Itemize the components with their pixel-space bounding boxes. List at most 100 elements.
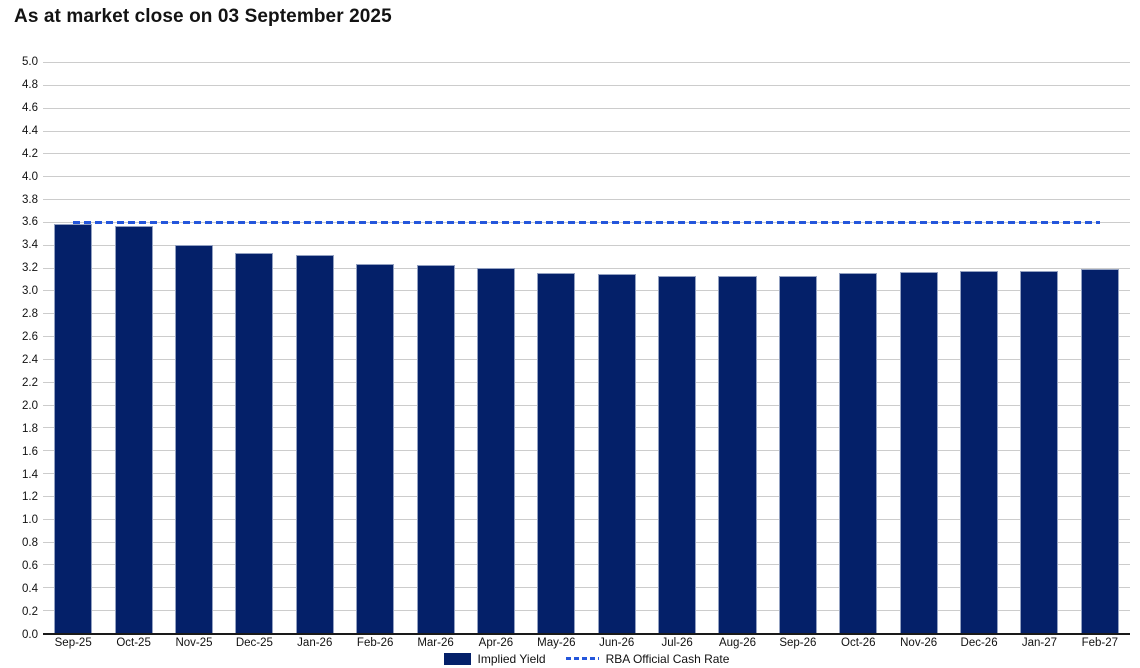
y-tick-label-1.8: 1.8: [22, 422, 38, 435]
legend-item-implied-yield: Implied Yield: [443, 651, 546, 666]
bar-slot-Mar-26: [405, 62, 465, 633]
bar-slot-Jun-26: [587, 62, 647, 633]
bar-Jan-27: [1020, 271, 1059, 633]
bar-Dec-26: [960, 271, 999, 633]
bar-slot-Oct-25: [103, 62, 163, 633]
gridline-1.4: [43, 473, 1130, 475]
bar-slot-Jan-26: [285, 62, 345, 633]
x-tick-label-Nov-25: Nov-25: [175, 637, 213, 649]
bar-slot-Oct-26: [828, 62, 888, 633]
bar-Sep-25: [54, 224, 93, 633]
x-tick-label-Jan-26: Jan-26: [297, 637, 333, 649]
y-tick-label-1.6: 1.6: [22, 445, 38, 458]
y-tick-label-0.0: 0.0: [22, 629, 38, 641]
bar-slot-May-26: [526, 62, 586, 633]
x-tick-label-Mar-26: Mar-26: [417, 637, 454, 649]
gridline-4.6: [43, 107, 1130, 109]
y-tick-label-5.0: 5.0: [22, 56, 38, 68]
bar-Oct-25: [114, 226, 153, 633]
bar-slot-Jan-27: [1009, 62, 1069, 633]
gridline-3.2: [43, 267, 1130, 269]
y-tick-label-0.6: 0.6: [22, 560, 38, 573]
legend: Implied Yield RBA Official Cash Rate: [43, 650, 1130, 667]
implied-yield-bar-series: [43, 62, 1130, 633]
rba-dashed-line-icon: [565, 657, 599, 660]
y-tick-label-4.8: 4.8: [22, 78, 38, 91]
chart-title: As at market close on 03 September 2025: [14, 6, 392, 27]
gridline-2.0: [43, 404, 1130, 406]
gridline-2.8: [43, 313, 1130, 315]
gridline-1.6: [43, 450, 1130, 452]
gridline-0.2: [43, 610, 1130, 612]
gridline-3.8: [43, 199, 1130, 201]
bar-Jul-26: [658, 275, 697, 633]
y-tick-label-3.2: 3.2: [22, 262, 38, 275]
x-tick-label-Jan-27: Jan-27: [1021, 637, 1058, 649]
gridline-0.4: [43, 587, 1130, 589]
gridline-2.4: [43, 358, 1130, 360]
y-tick-label-4.0: 4.0: [22, 170, 38, 183]
y-tick-label-0.2: 0.2: [22, 606, 38, 619]
gridline-1.2: [43, 495, 1130, 497]
gridline-1.0: [43, 518, 1130, 520]
gridline-3.0: [43, 290, 1130, 292]
bar-slot-Aug-26: [707, 62, 767, 633]
bar-slot-Jul-26: [647, 62, 707, 633]
bar-slot-Feb-27: [1070, 62, 1130, 633]
x-tick-label-Feb-27: Feb-27: [1081, 637, 1119, 649]
x-tick-label-May-26: May-26: [537, 637, 576, 649]
gridline-2.2: [43, 381, 1130, 383]
x-tick-label-Oct-25: Oct-25: [116, 637, 151, 649]
gridline-4.0: [43, 176, 1130, 178]
y-tick-label-4.2: 4.2: [22, 147, 38, 160]
bar-Oct-26: [839, 273, 878, 633]
x-tick-label-Dec-26: Dec-26: [960, 637, 998, 649]
bar-slot-Nov-25: [164, 62, 224, 633]
gridline-0.6: [43, 564, 1130, 566]
bar-slot-Sep-26: [768, 62, 828, 633]
bar-Aug-26: [718, 275, 757, 633]
y-tick-label-2.2: 2.2: [22, 376, 38, 389]
implied-yield-legend-label: Implied Yield: [477, 651, 546, 666]
y-tick-label-2.6: 2.6: [22, 331, 38, 344]
y-tick-label-1.0: 1.0: [22, 514, 38, 527]
x-tick-label-Jun-26: Jun-26: [599, 637, 635, 649]
x-tick-label-Apr-26: Apr-26: [478, 637, 514, 649]
bar-Feb-26: [356, 264, 395, 633]
y-tick-label-2.4: 2.4: [22, 353, 38, 366]
implied-yield-swatch-icon: [443, 652, 471, 665]
y-tick-label-3.8: 3.8: [22, 193, 38, 206]
y-tick-label-0.4: 0.4: [22, 583, 38, 596]
bar-slot-Sep-25: [43, 62, 103, 633]
bar-Jun-26: [597, 274, 636, 633]
bar-slot-Apr-26: [466, 62, 526, 633]
x-tick-label-Jul-26: Jul-26: [661, 637, 693, 649]
y-tick-label-4.4: 4.4: [22, 124, 38, 137]
gridline-4.2: [43, 153, 1130, 155]
y-tick-label-1.2: 1.2: [22, 491, 38, 504]
x-tick-label-Feb-26: Feb-26: [356, 637, 394, 649]
x-tick-label-Sep-25: Sep-25: [54, 637, 92, 649]
y-tick-label-2.0: 2.0: [22, 399, 38, 412]
bar-Dec-25: [235, 252, 274, 633]
y-tick-label-3.0: 3.0: [22, 285, 38, 298]
bar-slot-Feb-26: [345, 62, 405, 633]
x-tick-label-Nov-26: Nov-26: [900, 637, 938, 649]
x-tick-label-Dec-25: Dec-25: [235, 637, 273, 649]
gridline-3.4: [43, 244, 1130, 246]
bar-Apr-26: [476, 267, 515, 633]
gridline-4.4: [43, 130, 1130, 132]
gridline-0.8: [43, 541, 1130, 543]
bar-Feb-27: [1080, 268, 1119, 633]
y-tick-label-2.8: 2.8: [22, 308, 38, 321]
bar-slot-Dec-25: [224, 62, 284, 633]
x-tick-label-Oct-26: Oct-26: [841, 637, 876, 649]
bar-Sep-26: [778, 275, 817, 633]
bar-Mar-26: [416, 265, 455, 633]
bar-Nov-25: [174, 244, 213, 633]
rba-legend-label: RBA Official Cash Rate: [605, 651, 730, 666]
y-axis: 5.0 4.8 4.6 4.4 4.2 4.0 3.8 3.6 3.4 3.2 3.0 2.8 2.6 2…: [0, 56, 38, 641]
y-tick-label-4.6: 4.6: [22, 101, 38, 114]
